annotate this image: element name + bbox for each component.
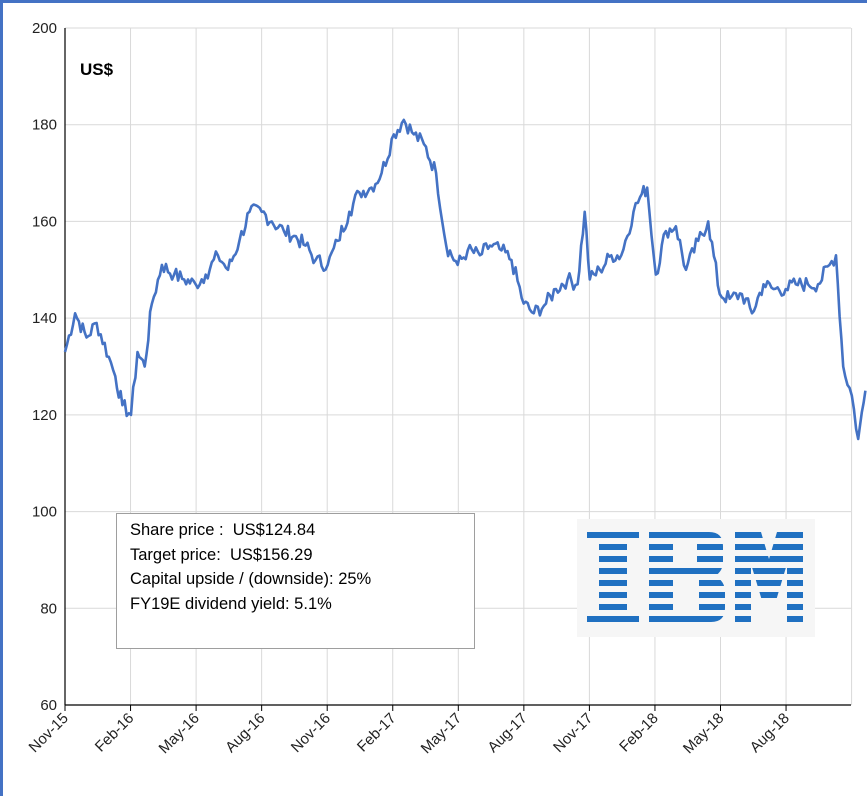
y-tick-label: 180: [32, 117, 57, 134]
x-tick-label: Nov-16: [288, 710, 334, 756]
y-axis-unit-label: US$: [80, 60, 114, 79]
y-tick-label: 100: [32, 504, 57, 521]
price-info-box: Share price : US$124.84 Target price: US…: [116, 513, 475, 649]
x-tick-label: Feb-16: [92, 710, 138, 756]
x-tick-label: Feb-18: [616, 710, 662, 756]
x-tick-label: May-16: [156, 710, 203, 757]
y-tick-label: 80: [40, 600, 57, 617]
x-tick-label: Aug-16: [222, 710, 268, 756]
x-tick-label: Aug-17: [484, 710, 530, 756]
x-tick-label: May-17: [418, 710, 465, 757]
ibm-logo: [577, 519, 815, 637]
dividend-yield-text: FY19E dividend yield: 5.1%: [130, 594, 332, 613]
x-tick-label: Aug-18: [747, 710, 793, 756]
x-tick-label: Nov-15: [26, 710, 72, 756]
x-tick-label: May-18: [680, 710, 727, 757]
capital-upside-text: Capital upside / (downside): 25%: [130, 570, 372, 588]
x-tick-label: Feb-17: [354, 710, 400, 756]
share-price-text: Share price : US$124.84: [130, 521, 316, 539]
target-price-text: Target price: US$156.29: [130, 545, 313, 564]
y-tick-label: 200: [32, 20, 57, 37]
y-tick-label: 120: [32, 407, 57, 424]
price-series-line: [63, 118, 867, 441]
ibm-logo-icon: [587, 532, 803, 622]
y-tick-label: 160: [32, 213, 57, 230]
y-tick-label: 140: [32, 310, 57, 327]
y-tick-label: 60: [40, 697, 57, 714]
x-tick-label: Nov-17: [550, 710, 596, 756]
